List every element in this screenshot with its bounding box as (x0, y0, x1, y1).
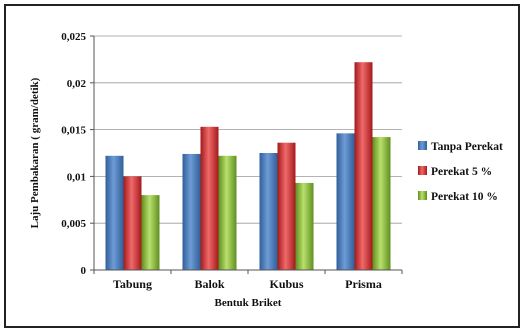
bar-chart: 0 0,005 0,01 0,015 0,02 0,025 Tabung Balok Kubu… (29, 31, 503, 309)
bar-kubus-series-2 (277, 142, 296, 270)
bars (105, 62, 391, 271)
chart-frame: 0 0,005 0,01 0,015 0,02 0,025 Tabung Balok Kubu… (4, 4, 520, 328)
y-tick-label: 0,025 (61, 31, 86, 43)
legend-label-series-3: Perekat 10 % (431, 191, 498, 203)
bar-balok-series-3 (218, 155, 237, 270)
x-axis-categories: Tabung Balok Kubus Prisma (93, 270, 403, 291)
legend-label-series-1: Tanpa Perekat (431, 141, 503, 153)
y-tick-label: 0 (81, 265, 87, 277)
y-tick-label: 0,01 (67, 171, 86, 183)
x-category-label: Prisma (345, 277, 382, 291)
bar-tabung-series-3 (141, 195, 160, 270)
bar-balok-series-1 (182, 153, 201, 270)
x-category-label: Tabung (113, 277, 152, 291)
y-tick-label: 0,005 (61, 218, 86, 230)
y-axis-title: Laju Pembakaran ( gram/detik) (29, 77, 41, 228)
legend-swatch-series-2 (418, 166, 427, 175)
legend-swatch-series-1 (418, 141, 427, 150)
legend: Tanpa Perekat Perekat 5 % Perekat 10 % (418, 141, 503, 203)
legend-label-series-2: Perekat 5 % (431, 166, 492, 178)
bar-kubus-series-3 (295, 182, 314, 270)
x-category-label: Kubus (269, 277, 303, 291)
bar-tabung-series-1 (105, 155, 124, 270)
bar-prisma-series-3 (372, 137, 391, 270)
y-axis-ticks: 0 0,005 0,01 0,015 0,02 0,025 (61, 31, 94, 277)
bar-prisma-series-1 (336, 133, 355, 270)
x-category-label: Balok (194, 277, 224, 291)
y-tick-label: 0,015 (61, 125, 86, 137)
x-axis-title: Bentuk Briket (215, 297, 282, 309)
bar-balok-series-2 (200, 126, 219, 271)
bar-kubus-series-1 (259, 153, 278, 270)
y-tick-label: 0,02 (67, 78, 87, 90)
bar-prisma-series-2 (354, 62, 373, 270)
legend-swatch-series-3 (418, 191, 427, 200)
bar-tabung-series-2 (123, 176, 142, 270)
